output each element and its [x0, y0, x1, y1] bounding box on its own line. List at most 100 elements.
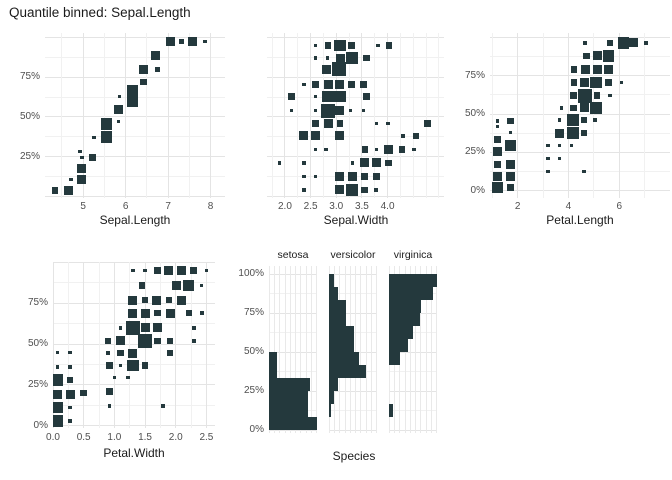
data-point	[143, 268, 147, 273]
grid-line-h	[53, 262, 215, 263]
data-point	[398, 146, 406, 153]
grid-line-h	[269, 332, 317, 334]
grid-line-v	[415, 266, 417, 433]
data-point	[374, 188, 378, 192]
grid-line-v	[190, 262, 192, 428]
data-point	[336, 120, 344, 127]
data-point	[66, 376, 74, 384]
data-point	[361, 186, 368, 194]
data-point	[617, 37, 630, 49]
data-point	[128, 348, 138, 358]
data-point	[559, 106, 564, 110]
data-point	[313, 174, 318, 179]
data-point	[139, 64, 149, 74]
data-point	[199, 283, 204, 288]
data-point	[346, 184, 358, 196]
quantile-bar	[389, 313, 421, 327]
data-point	[580, 103, 590, 113]
grid-line-h	[389, 351, 437, 353]
data-point	[335, 185, 345, 195]
data-point	[374, 121, 379, 126]
data-point	[100, 131, 113, 143]
grid-line-h	[45, 37, 225, 39]
grid-line-h	[389, 429, 437, 431]
data-point	[313, 147, 318, 152]
y-tick-label: 50%	[19, 110, 40, 122]
data-point	[590, 102, 602, 114]
data-point	[557, 156, 562, 161]
grid-line-v	[167, 33, 169, 198]
data-point	[570, 79, 578, 86]
grid-line-v	[82, 33, 84, 198]
data-point	[289, 108, 294, 113]
x-axis-title: Petal.Width	[103, 446, 165, 460]
grid-line-v	[53, 262, 54, 428]
y-tick-label: 25%	[27, 378, 48, 390]
grid-line-h	[267, 136, 444, 138]
data-point	[583, 41, 587, 45]
data-point	[570, 66, 578, 73]
grid-line-v	[289, 266, 291, 433]
data-point	[302, 188, 306, 192]
data-point	[152, 323, 162, 333]
data-point	[323, 79, 333, 89]
grid-line-v	[425, 33, 427, 198]
grid-line-h	[329, 429, 377, 431]
data-point	[603, 65, 613, 75]
data-point	[492, 172, 502, 182]
grid-line-h	[45, 76, 225, 78]
data-point	[188, 37, 198, 47]
data-point	[491, 181, 504, 194]
data-point	[376, 43, 380, 48]
data-point	[64, 186, 74, 196]
grid-line-h	[45, 116, 225, 118]
quantile-bar	[329, 313, 346, 327]
grid-line-h	[389, 332, 437, 334]
data-point	[424, 120, 431, 127]
grid-line-h	[53, 384, 215, 386]
data-point	[118, 363, 123, 368]
data-point	[116, 119, 121, 124]
panel-petal_length	[490, 33, 670, 198]
quantile-bar	[329, 378, 339, 392]
data-point	[581, 65, 591, 75]
grid-line-v	[83, 262, 85, 428]
y-tick-label: 50%	[27, 338, 48, 350]
data-point	[68, 350, 72, 354]
data-point	[384, 144, 394, 154]
x-tick-label: 2	[514, 201, 521, 212]
data-point	[324, 42, 332, 49]
data-point	[192, 326, 196, 330]
x-axis-title: Sepal.Width	[323, 213, 389, 227]
x-tick-label: 1.5	[138, 432, 152, 443]
data-point	[182, 279, 195, 292]
x-tick-label: 8	[207, 201, 214, 212]
data-point	[288, 93, 295, 100]
data-point	[619, 80, 624, 85]
grid-line-v	[420, 266, 422, 433]
data-point	[580, 129, 588, 137]
data-point	[385, 42, 393, 49]
quantile-bar	[329, 287, 339, 301]
grid-line-h	[45, 136, 225, 138]
data-point	[313, 56, 318, 60]
y-tick-label: 25%	[464, 146, 485, 158]
data-point	[126, 375, 130, 380]
data-point	[495, 119, 500, 123]
grid-line-v	[376, 266, 377, 433]
data-point	[176, 266, 186, 276]
facet-strip-label: setosa	[277, 249, 309, 261]
data-point	[55, 365, 60, 369]
x-tick-label: 2.0	[278, 201, 292, 212]
x-tick-label: 0.0	[46, 432, 60, 443]
grid-line-v	[113, 262, 115, 428]
data-point	[302, 82, 306, 87]
x-axis-title: Species	[332, 449, 376, 463]
data-point	[582, 169, 586, 174]
quantile-bar	[269, 378, 310, 392]
y-tick-label: 50%	[243, 346, 264, 358]
data-point	[602, 50, 615, 62]
data-point	[126, 95, 139, 108]
quantile-bar	[329, 326, 355, 340]
data-point	[89, 154, 96, 161]
